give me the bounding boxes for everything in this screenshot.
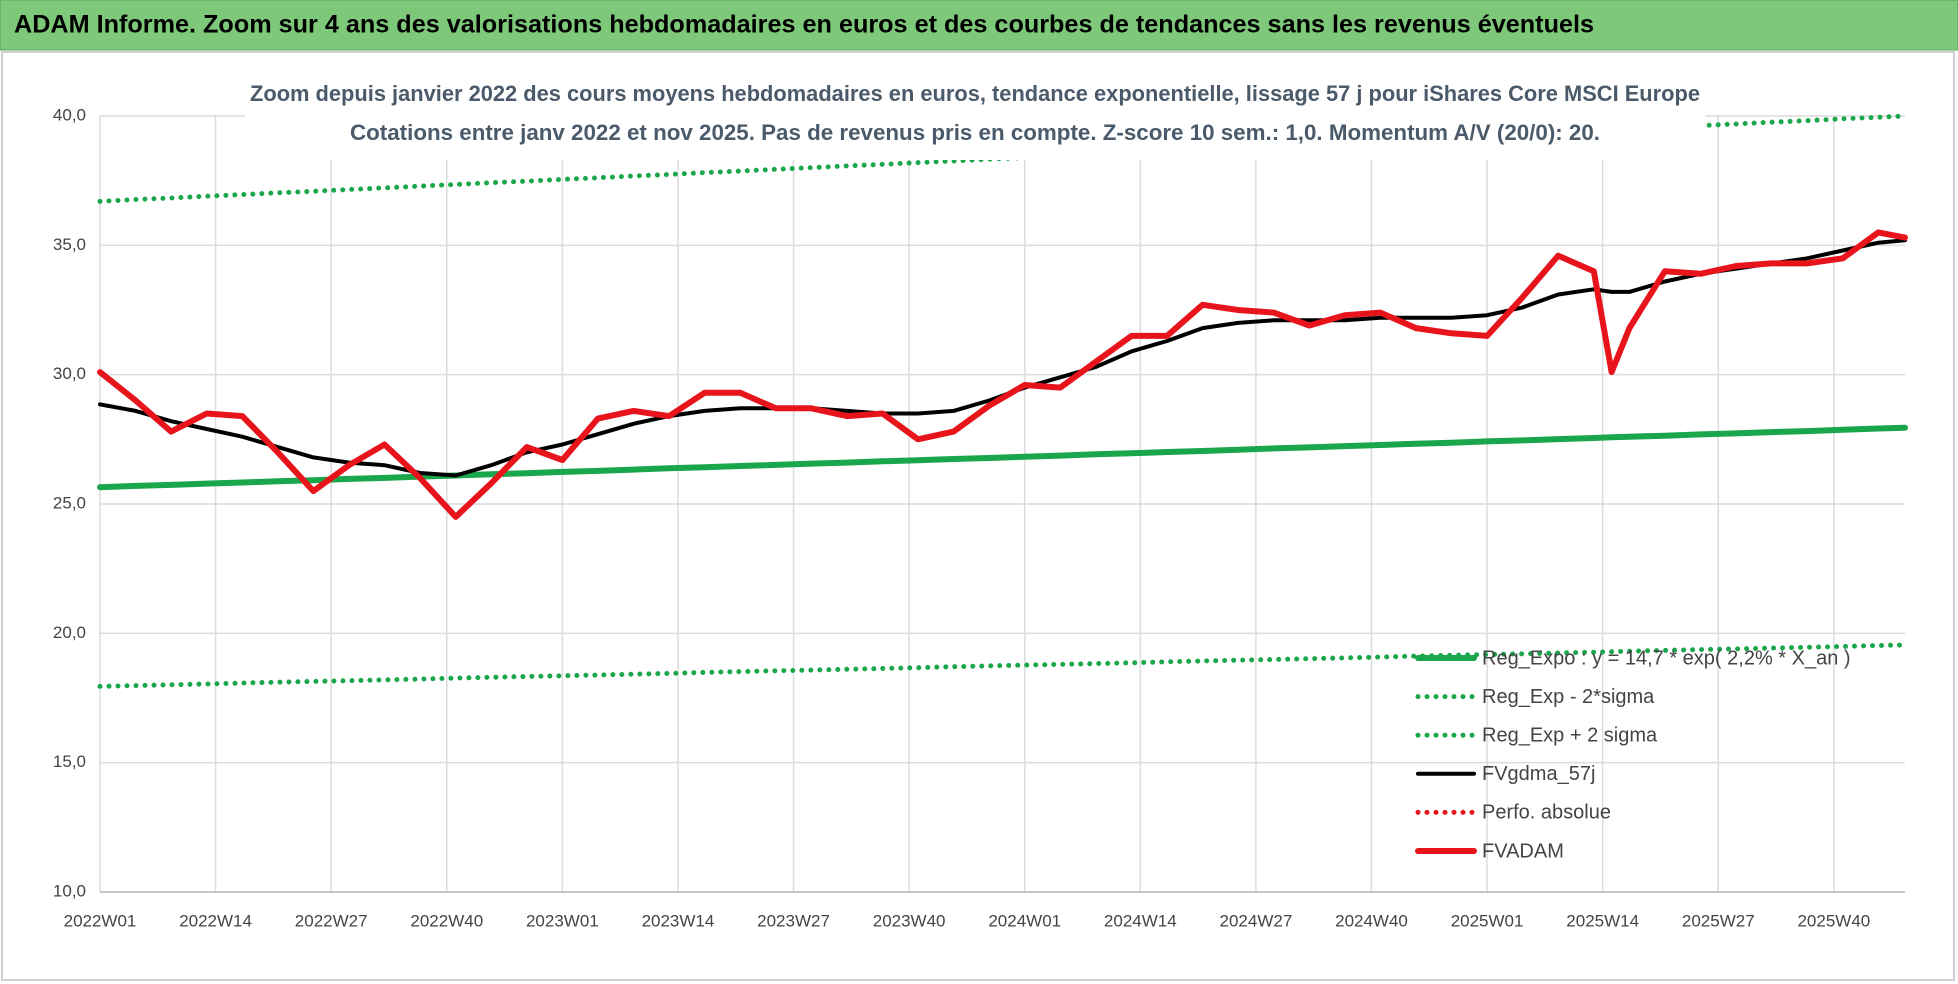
legend-label: Reg_Expo : y = 14,7 * exp( 2,2% * X_an ) xyxy=(1482,647,1851,669)
x-tick-label: 2023W14 xyxy=(642,911,715,930)
subtitle-background xyxy=(245,74,1705,160)
x-tick-label: 2023W27 xyxy=(757,911,830,930)
y-tick-label: 30,0 xyxy=(53,364,86,383)
legend: Reg_Expo : y = 14,7 * exp( 2,2% * X_an )… xyxy=(1415,647,1851,862)
y-tick-label: 10,0 xyxy=(53,881,86,900)
chart-subtitle: Zoom depuis janvier 2022 des cours moyen… xyxy=(250,81,1700,106)
series-line xyxy=(97,229,1908,520)
legend-label: Reg_Exp + 2 sigma xyxy=(1482,724,1658,746)
y-tick-label: 20,0 xyxy=(53,623,86,642)
series-line xyxy=(97,642,1908,689)
legend-label: Reg_Exp - 2*sigma xyxy=(1482,686,1655,708)
header-bar xyxy=(0,0,1958,51)
x-tick-label: 2024W14 xyxy=(1104,911,1177,930)
x-tick-label: 2025W01 xyxy=(1451,911,1524,930)
x-tick-label: 2023W01 xyxy=(526,911,599,930)
x-tick-label: 2023W40 xyxy=(873,911,946,930)
x-tick-label: 2022W27 xyxy=(295,911,368,930)
y-tick-label: 35,0 xyxy=(53,235,86,254)
x-tick-label: 2024W01 xyxy=(988,911,1061,930)
x-tick-label: 2022W14 xyxy=(179,911,252,930)
series-line xyxy=(97,424,1908,491)
y-tick-label: 15,0 xyxy=(53,752,86,771)
x-tick-label: 2025W27 xyxy=(1682,911,1755,930)
x-tick-label: 2025W40 xyxy=(1797,911,1870,930)
chart-title: ADAM Informe. Zoom sur 4 ans des valoris… xyxy=(14,11,1594,39)
y-tick-label: 25,0 xyxy=(53,493,86,512)
legend-label: FVgdma_57j xyxy=(1482,763,1595,785)
y-tick-label: 40,0 xyxy=(53,105,86,124)
chart-frame xyxy=(1,51,1955,981)
chart-subtitle: Cotations entre janv 2022 et nov 2025. P… xyxy=(350,120,1600,145)
x-tick-label: 2024W40 xyxy=(1335,911,1408,930)
legend-label: Perfo. absolue xyxy=(1482,802,1611,824)
x-tick-label: 2024W27 xyxy=(1220,911,1293,930)
legend-label: FVADAM xyxy=(1482,840,1564,862)
x-tick-label: 2022W40 xyxy=(410,911,483,930)
x-tick-label: 2025W14 xyxy=(1566,911,1639,930)
x-tick-label: 2022W01 xyxy=(64,911,137,930)
